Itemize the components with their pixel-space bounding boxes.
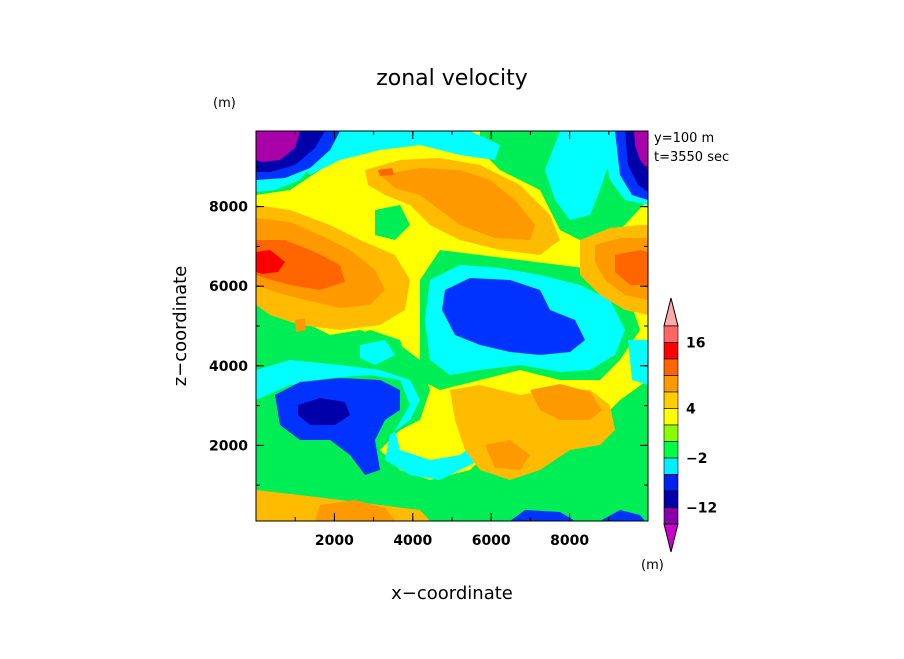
region-dark-blue-1 xyxy=(298,398,350,425)
colorbar-label: 16 xyxy=(686,336,705,352)
colorbar-swatch xyxy=(663,474,679,492)
region-cyan-3 xyxy=(545,131,620,220)
x-tick-label: 4000 xyxy=(393,533,432,549)
region-dark-orange-2 xyxy=(615,250,648,285)
region-orange-2 xyxy=(380,168,535,240)
colorbar-swatch xyxy=(663,375,679,393)
x-tick-label: 6000 xyxy=(472,533,511,549)
region-cyan-5 xyxy=(360,340,395,365)
colorbar-swatch xyxy=(663,424,679,442)
region-orange-3 xyxy=(530,384,602,420)
colorbar-swatch xyxy=(663,408,679,426)
y-tick-label: 4000 xyxy=(209,359,248,375)
region-cyan-1 xyxy=(256,360,500,480)
region-dark-orange-1 xyxy=(256,240,345,290)
region-blue-5 xyxy=(510,510,575,521)
region-cyan-4 xyxy=(300,131,500,175)
y-axis: 2000 4000 6000 8000 xyxy=(209,166,648,486)
chart-title: zonal velocity xyxy=(376,66,528,91)
region-orange-5 xyxy=(315,500,395,521)
colorbar-swatch xyxy=(663,507,679,525)
region-red-1 xyxy=(256,250,285,274)
contour-plot xyxy=(255,130,649,522)
colorbar-swatch xyxy=(663,391,679,409)
colorbar-bottom-arrow xyxy=(663,523,679,553)
colorbar-label: −2 xyxy=(686,451,707,467)
y-axis-unit: (m) xyxy=(213,96,236,111)
region-blue-1 xyxy=(442,278,585,355)
colorbar-label: 4 xyxy=(686,402,696,418)
colorbar-unit: (m) xyxy=(641,558,664,573)
colorbar: 16 4 −2 −12 xyxy=(663,297,717,553)
region-blue-2 xyxy=(275,378,400,475)
annotation-y: y=100 m xyxy=(654,131,714,146)
x-axis: 2000 4000 6000 8000 xyxy=(294,131,610,549)
region-green-7 xyxy=(585,455,612,472)
region-orange-8 xyxy=(378,168,394,176)
colorbar-swatch xyxy=(663,457,679,475)
annotation-time: t=3550 sec xyxy=(654,150,729,165)
colorbar-swatch xyxy=(663,342,679,360)
colorbar-label: −12 xyxy=(686,501,717,517)
colorbar-top-arrow xyxy=(663,297,679,327)
region-orange-7 xyxy=(295,318,306,332)
x-tick-label: 2000 xyxy=(315,533,354,549)
y-tick-label: 2000 xyxy=(209,438,248,454)
region-green-5 xyxy=(375,205,410,240)
y-axis-label: z−coordinate xyxy=(170,266,191,387)
colorbar-swatch xyxy=(663,490,679,508)
colorbar-swatch xyxy=(663,441,679,459)
y-tick-label: 6000 xyxy=(209,279,248,295)
region-orange-6 xyxy=(485,440,530,470)
x-tick-label: 8000 xyxy=(550,533,589,549)
region-blue-6 xyxy=(600,510,645,521)
region-cyan-6 xyxy=(628,340,648,385)
region-purple-2 xyxy=(634,131,648,170)
region-purple-1 xyxy=(256,131,300,162)
x-axis-label: x−coordinate xyxy=(391,583,513,604)
colorbar-swatch xyxy=(663,358,679,376)
colorbar-swatch xyxy=(663,325,679,343)
y-tick-label: 8000 xyxy=(209,200,248,216)
